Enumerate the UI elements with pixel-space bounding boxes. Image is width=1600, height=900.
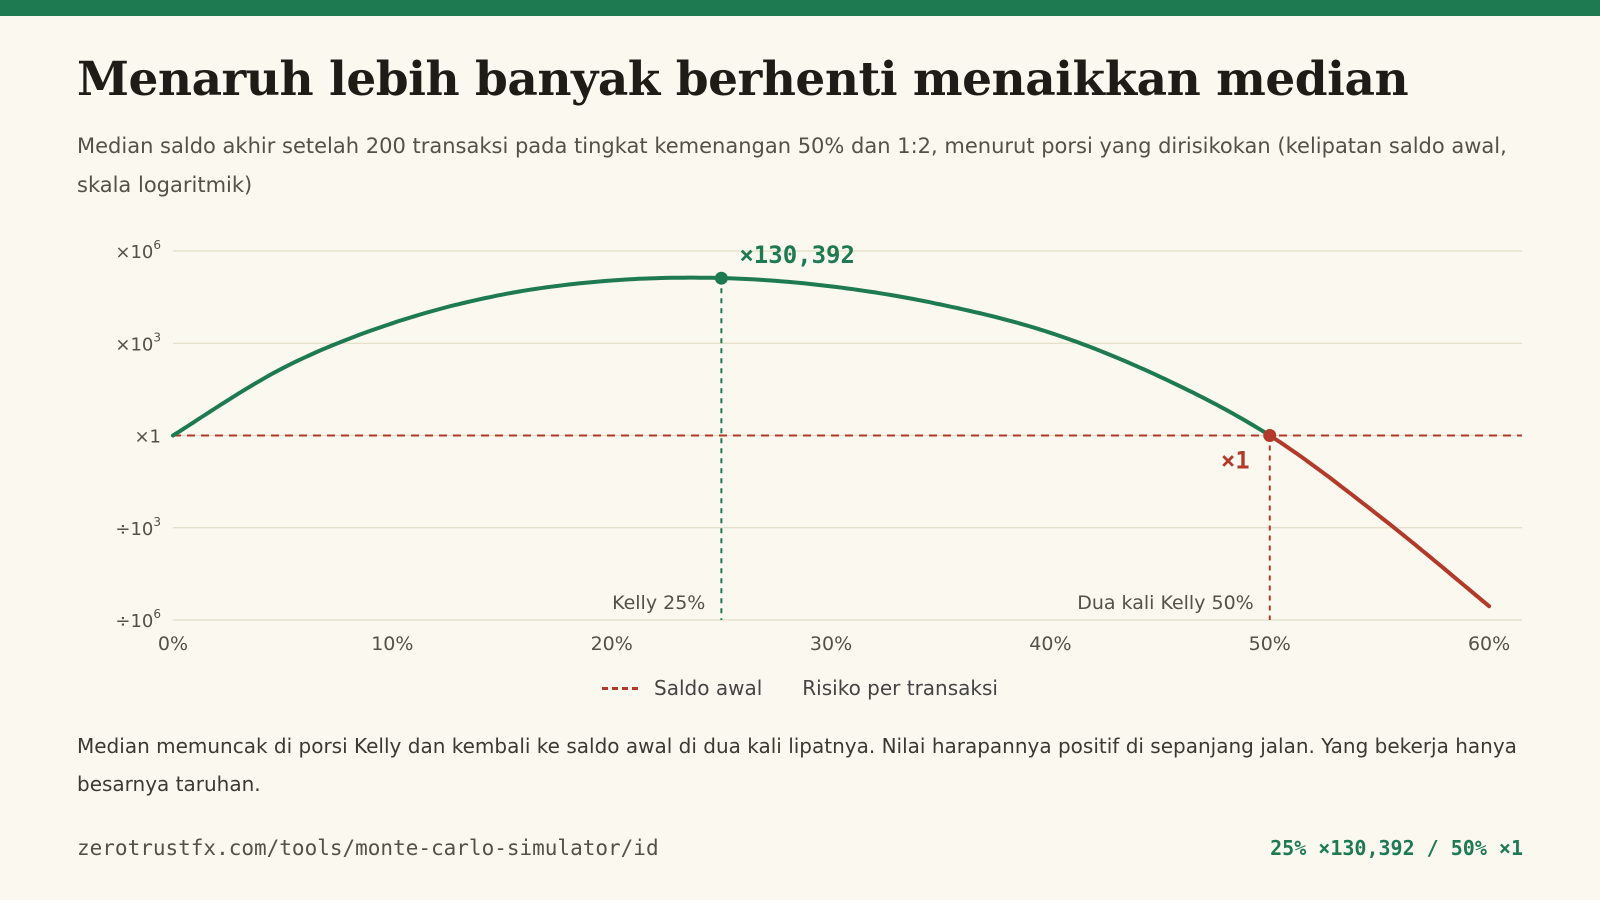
page-title: Menaruh lebih banyak berhenti menaikkan … xyxy=(77,52,1409,107)
chart-note: Median memuncak di porsi Kelly dan kemba… xyxy=(77,734,1517,796)
top-accent-bar xyxy=(0,0,1600,16)
legend-item-series: Risiko per transaksi xyxy=(802,676,998,700)
marker-point xyxy=(714,271,728,285)
legend-series-label: Risiko per transaksi xyxy=(802,676,998,700)
y-tick-label: ×1 xyxy=(134,427,161,448)
reference-label: Kelly 25% xyxy=(612,592,705,614)
legend-item-baseline: Saldo awal xyxy=(602,676,762,700)
x-tick-label: 60% xyxy=(1468,633,1510,655)
y-tick-label: ÷103 xyxy=(115,515,161,540)
x-tick-label: 40% xyxy=(1029,633,1071,655)
footer-url: zerotrustfx.com/tools/monte-carlo-simula… xyxy=(77,836,659,860)
x-tick-label: 0% xyxy=(158,633,188,655)
series-line-negative xyxy=(1267,433,1492,609)
marker-point xyxy=(1263,429,1277,442)
x-tick-label: 30% xyxy=(810,633,852,655)
legend-dashed-swatch xyxy=(602,686,639,690)
y-tick-label: ÷106 xyxy=(115,607,161,632)
y-tick-label: ×106 xyxy=(115,238,161,263)
footer-stat: 25% ×130,392 / 50% ×1 xyxy=(1270,836,1523,860)
reference-label: Dua kali Kelly 50% xyxy=(1077,592,1254,614)
marker-value-label: ×130,392 xyxy=(739,241,855,269)
marker-value-label: ×1 xyxy=(1221,447,1250,475)
y-tick-label: ×103 xyxy=(115,330,161,355)
chart-subtitle: Median saldo akhir setelah 200 transaksi… xyxy=(77,134,1507,197)
legend-baseline-label: Saldo awal xyxy=(654,676,763,700)
chart-legend: Saldo awal Risiko per transaksi xyxy=(0,676,1600,700)
x-tick-label: 50% xyxy=(1249,633,1291,655)
x-tick-label: 20% xyxy=(591,633,633,655)
x-tick-label: 10% xyxy=(371,633,413,655)
